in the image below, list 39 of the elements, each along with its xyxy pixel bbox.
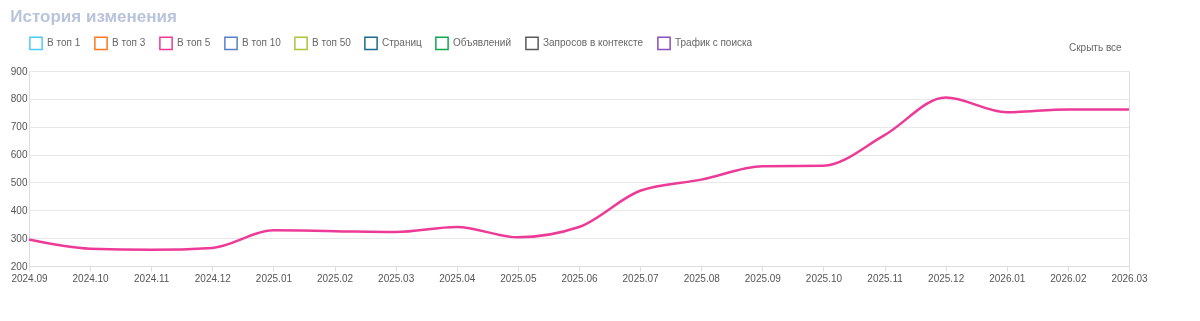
x-tick-label: 2026.02	[1050, 272, 1087, 284]
x-tick-label: 2025.11	[867, 272, 904, 284]
text: Скрыть все	[1069, 42, 1123, 53]
x-tick-label: 2025.05	[500, 272, 537, 284]
y-tick-label: 600	[10, 149, 28, 161]
legend-label: В топ 1	[47, 37, 81, 49]
x-tick-label: 2024.10	[72, 272, 110, 284]
legend-label: В топ 10	[242, 37, 282, 49]
x-tick-label: 2025.09	[744, 272, 782, 284]
x-tick-label: 2025.01	[255, 272, 293, 284]
legend-label: Запросов в контексте	[543, 37, 644, 49]
x-tick-label: 2025.02	[316, 272, 354, 284]
x-tick-label: 2025.10	[805, 272, 843, 284]
x-tick-label: 2025.08	[683, 272, 721, 284]
y-tick-label: 200	[10, 260, 28, 272]
legend-label: Трафик с поиска	[675, 37, 753, 49]
y-tick-label: 400	[10, 204, 28, 216]
x-tick-label: 2026.03	[1111, 272, 1149, 284]
x-tick-label: 2024.09	[11, 272, 49, 284]
x-tick-label: 2025.06	[561, 272, 599, 284]
chart-title: История изменения	[10, 7, 177, 26]
x-tick-label: 2024.12	[194, 272, 232, 284]
x-tick-label: 2025.03	[378, 272, 415, 284]
legend-label: Страниц	[382, 37, 423, 49]
x-tick-label: 2024.11	[134, 272, 170, 284]
y-tick-label: 500	[10, 176, 28, 188]
legend-label: В топ 3	[112, 37, 146, 49]
x-tick-label: 2025.12	[928, 272, 965, 284]
x-tick-label: 2025.04	[439, 272, 476, 284]
line-series	[27, 96, 1131, 252]
legend-label: Объявлений	[453, 37, 512, 49]
y-tick-label: 300	[10, 232, 28, 244]
x-tick-label: 2025.07	[622, 272, 660, 284]
y-tick-label: 800	[10, 93, 28, 105]
legend-label: В топ 50	[312, 37, 352, 49]
y-tick-label: 700	[10, 121, 28, 133]
y-tick-label: 900	[10, 65, 28, 77]
x-tick-label: 2026.01	[989, 272, 1026, 284]
legend-label: В топ 5	[177, 37, 211, 49]
